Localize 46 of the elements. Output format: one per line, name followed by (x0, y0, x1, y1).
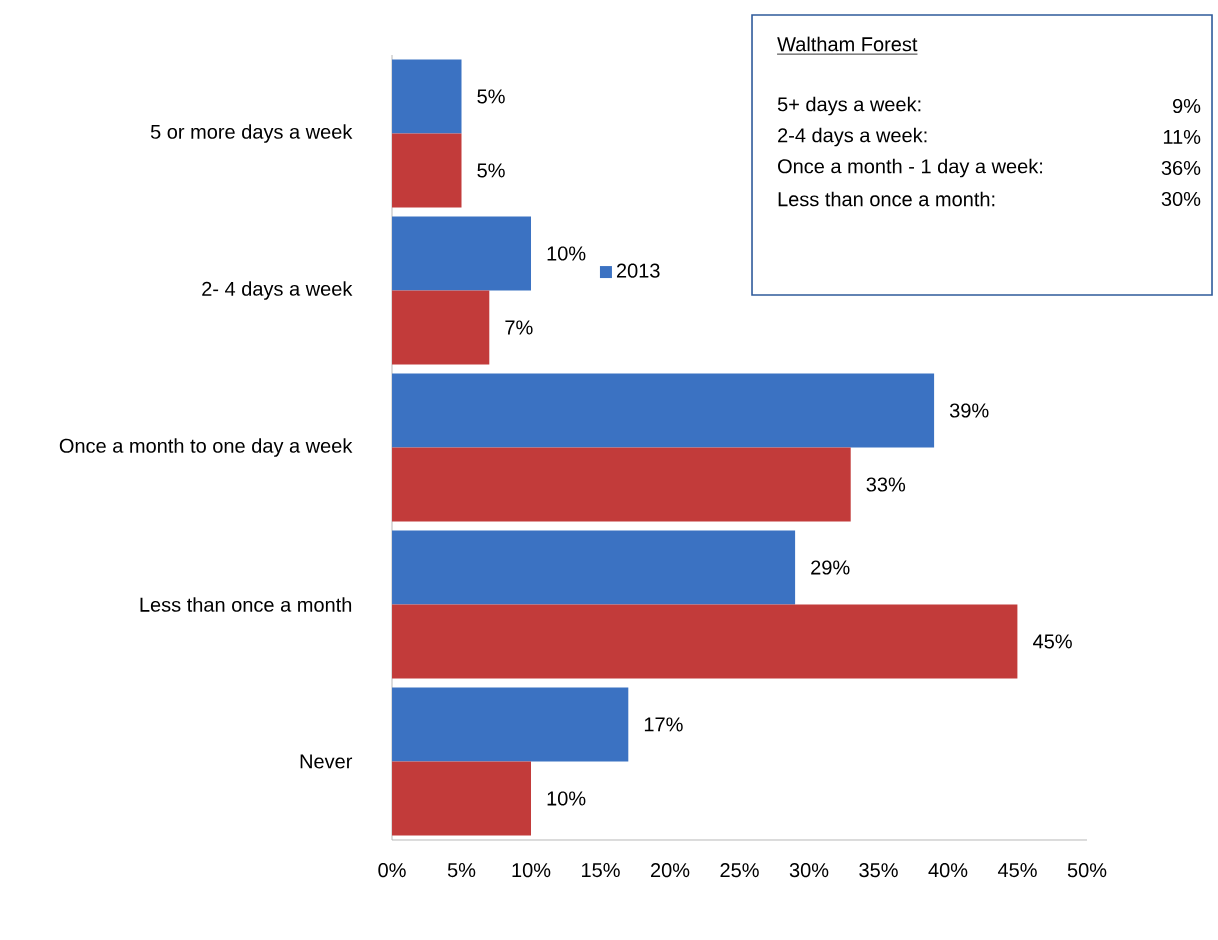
x-tick-label: 25% (720, 863, 759, 878)
x-tick-label: 45% (997, 863, 1037, 878)
data-label: 5% (477, 163, 505, 178)
x-tick-label: 40% (928, 863, 968, 878)
data-label: 7% (505, 320, 533, 335)
text: Waltham Forest (777, 36, 918, 52)
x-tick-label: 20% (650, 863, 690, 878)
x-tick-label: 35% (859, 863, 898, 878)
x-tick-label: 50% (1067, 863, 1107, 878)
bar (392, 59, 462, 134)
x-tick-label: 5% (447, 863, 476, 878)
bar (392, 447, 851, 522)
data-label: 10% (547, 246, 586, 261)
x-tick-label: 15% (582, 863, 620, 878)
bar (392, 761, 531, 836)
bar (392, 290, 490, 365)
y-tick-label: Less than once a month (140, 597, 352, 612)
text: 36% (1161, 160, 1201, 176)
annotation: Less than once a month: (778, 191, 995, 207)
data-label: 17% (644, 717, 683, 732)
data-label: 33% (866, 477, 906, 492)
bar (392, 687, 629, 762)
y-tick-label: Once a month to one day a week (59, 438, 353, 457)
text: 9% (1172, 98, 1201, 114)
legend-label: 2013 (616, 263, 660, 278)
x-tick-label: 10% (512, 863, 551, 878)
bar (392, 133, 462, 208)
bar (392, 216, 531, 291)
annotation: Once a month - 1 day a week: (778, 158, 1043, 178)
data-label: 39% (949, 403, 989, 418)
data-label: 29% (811, 560, 850, 575)
bar (392, 530, 796, 605)
text: 30% (1161, 191, 1201, 207)
x-tick-label: 0% (378, 863, 406, 878)
y-tick-label: 2- 4 days a week (202, 281, 353, 300)
bar (392, 373, 935, 448)
annotation: 2-4 days a week: (778, 127, 927, 147)
annotation: 5+ days a week: (777, 96, 921, 116)
x-tick-label: 30% (789, 863, 829, 878)
data-label: 45% (1033, 634, 1072, 649)
text: 11% (1163, 129, 1201, 144)
data-label: 5% (477, 89, 505, 104)
data-label: 10% (547, 791, 586, 806)
y-tick-label: 5 or more days a week (150, 124, 353, 143)
bar (392, 604, 1018, 679)
y-tick-label: Never (300, 754, 353, 769)
